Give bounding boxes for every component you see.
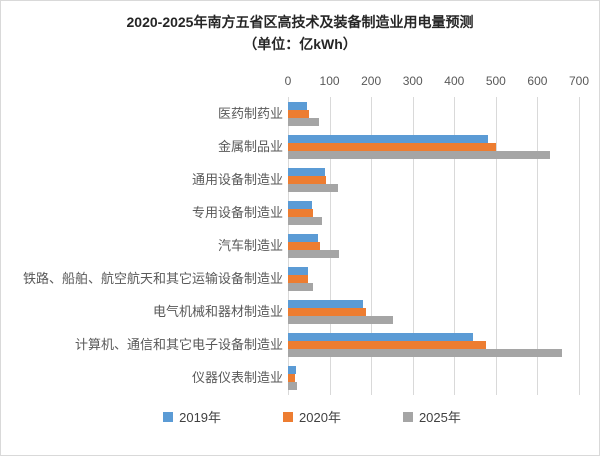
bar-2019年 [288,333,473,342]
bar-2025年 [288,183,339,192]
bar-2019年 [288,300,364,309]
bar-2020年 [288,175,327,184]
bar-2025年 [288,250,340,258]
bar-2020年 [288,308,367,317]
bar-2025年 [288,316,394,325]
bar-2025年 [288,382,298,391]
category-label: 计算机、通信和其它电子设备制造业 [74,337,283,353]
bar-2020年 [288,142,496,151]
x-axis-tick-label: 200 [361,74,382,88]
gridline [495,97,497,395]
gridline [371,97,373,395]
bar-2019年 [288,234,318,242]
bar-2025年 [288,117,320,126]
legend-swatch-icon [283,411,294,422]
gridline [329,97,331,395]
bar-2020年 [288,275,308,284]
legend-item-2019年: 2019年 [163,407,221,426]
category-label: 电气机械和器材制造业 [152,304,283,320]
bar-2020年 [288,208,314,217]
bar-2019年 [288,101,307,110]
category-label: 汽车制造业 [217,238,283,253]
bar-2019年 [288,167,326,176]
bar-2019年 [288,200,312,209]
x-axis-tick-label: 0 [284,74,292,88]
category-label: 铁路、船舶、航空航天和其它运输设备制造业 [22,271,283,287]
legend: 2019年 2020年 2025年 [1,407,599,426]
x-axis-tick-label: 300 [402,74,423,88]
chart-title: 2020-2025年南方五省区高技术及装备制造业用电量预测 [126,14,474,30]
gridline [537,97,539,395]
bar-2019年 [288,134,488,143]
x-axis-tick-label: 500 [485,74,506,88]
category-label: 医药制药业 [217,105,283,121]
bar-2025年 [288,349,562,358]
bar-2025年 [288,150,550,159]
bar-2020年 [288,242,320,250]
legend-item-2020年: 2020年 [283,407,341,426]
bar-2025年 [288,216,323,225]
bar-2020年 [288,341,486,350]
category-label: 专用设备制造业 [191,204,283,220]
x-axis-tick-label: 700 [568,74,590,88]
x-axis-tick-label: 100 [319,74,340,88]
bar-2020年 [288,374,296,383]
chart-subtitle: （单位：亿kWh） [243,36,357,52]
bar-2020年 [288,109,310,118]
legend-label: 2020年 [299,410,341,425]
bar-2019年 [288,267,309,276]
category-label: 仪器仪表制造业 [191,370,283,386]
bar-2025年 [288,283,313,292]
legend-label: 2025年 [418,410,461,425]
chart-title-block: 2020-2025年南方五省区高技术及装备制造业用电量预测 （单位：亿kWh） [1,11,599,55]
gridline [412,97,414,395]
x-axis-tick-label: 600 [527,74,548,88]
category-label: 金属制品业 [217,138,283,154]
legend-swatch-icon [402,411,413,422]
bar-2019年 [288,366,297,375]
legend-item-2025年: 2025年 [402,407,461,426]
x-axis-tick-label: 400 [444,74,465,88]
legend-swatch-icon [163,411,174,422]
gridline [579,97,580,395]
gridline [454,97,456,395]
legend-label: 2019年 [179,410,222,425]
category-label: 通用设备制造业 [191,171,283,187]
